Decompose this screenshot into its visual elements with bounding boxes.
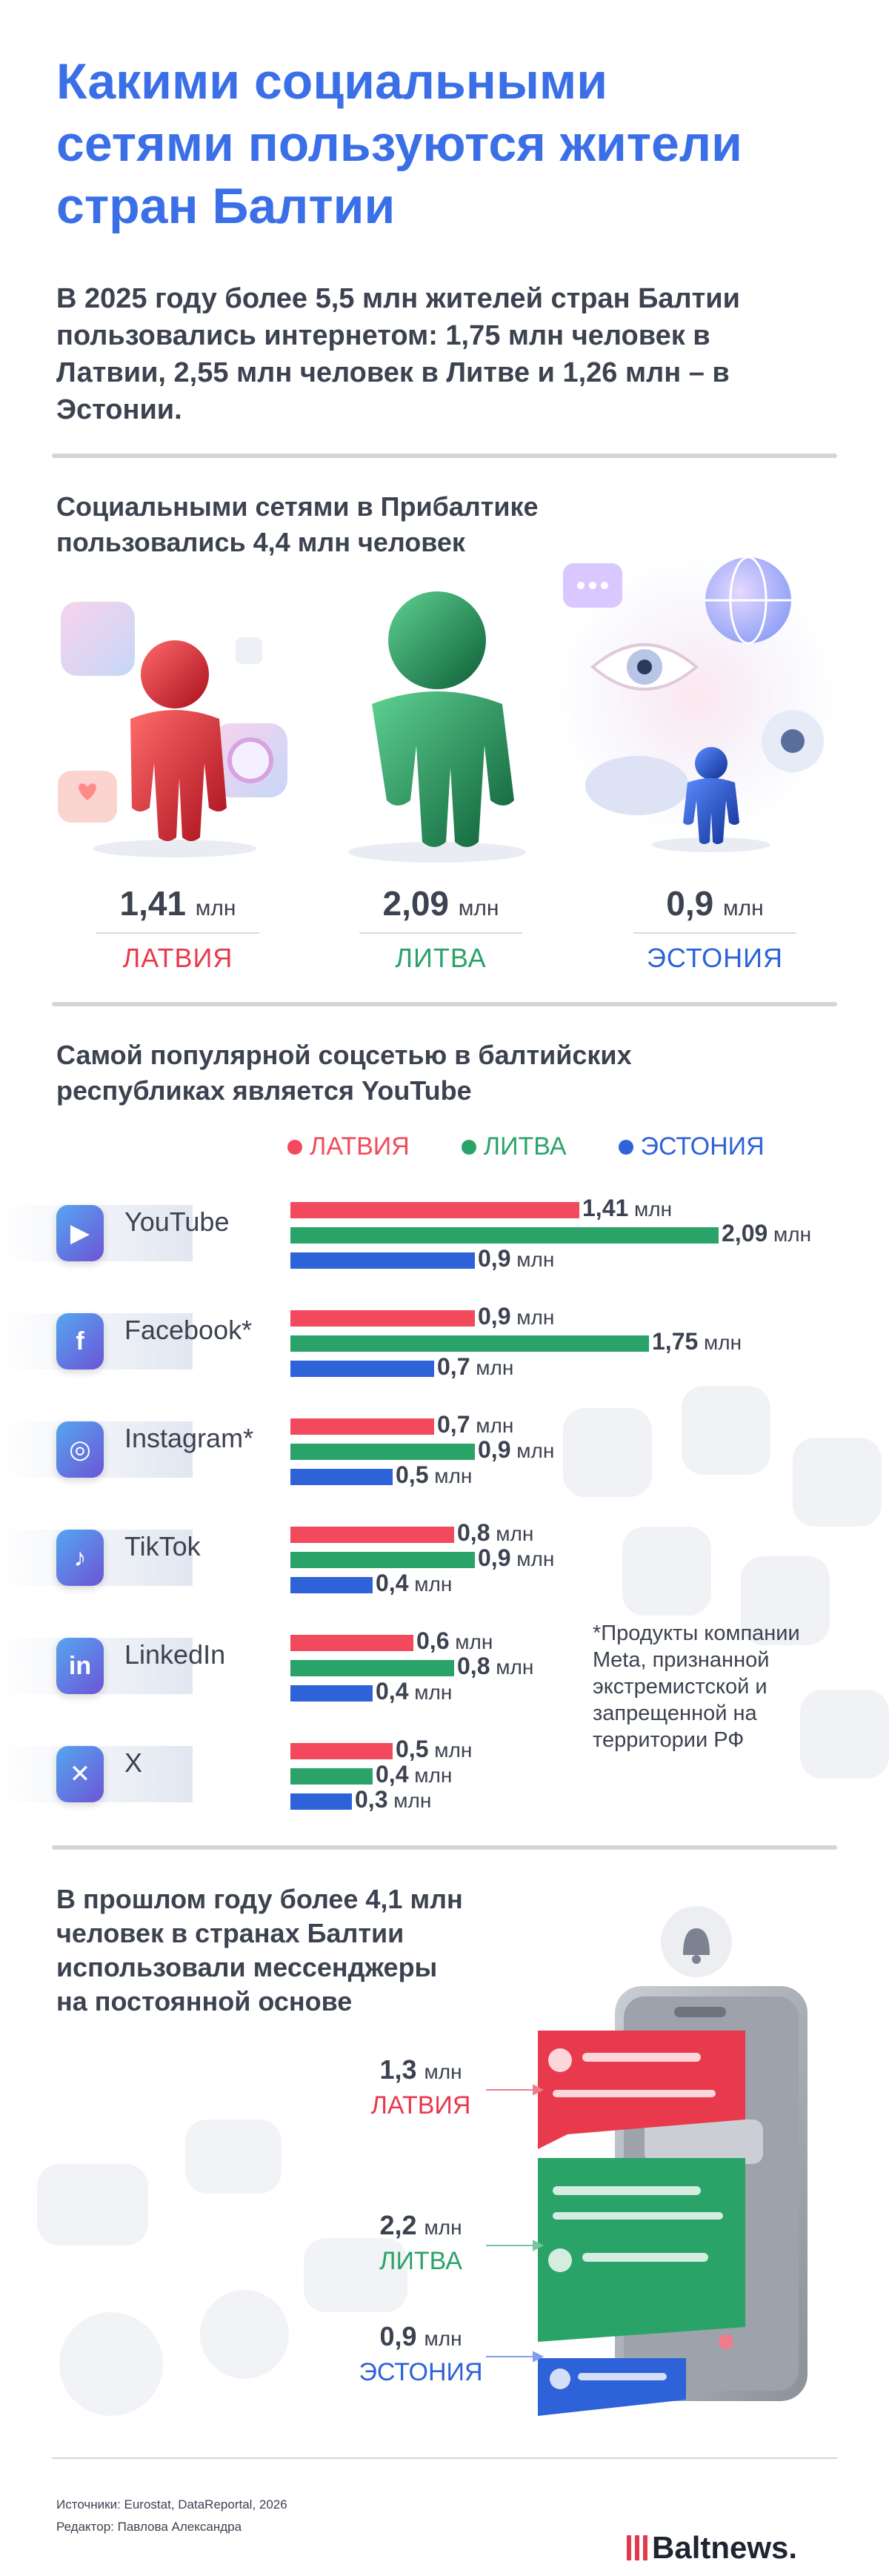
platform-name: LinkedIn <box>124 1639 226 1670</box>
legend-item-lithuania: ЛИТВА <box>461 1132 567 1161</box>
bar-value-label: 0,8 млн <box>457 1653 534 1679</box>
platform-name: YouTube <box>124 1206 230 1237</box>
section-messengers-heading: В прошлом году более 4,1 млн человек в с… <box>56 1884 463 2016</box>
divider <box>52 454 837 458</box>
platform-name: Facebook* <box>124 1315 253 1345</box>
platform-name: TikTok <box>124 1531 201 1561</box>
bar-латвия <box>290 1202 579 1218</box>
bar-латвия <box>290 1418 434 1435</box>
meta-footnote: *Продукты компании Meta, признанной экст… <box>593 1621 800 1752</box>
messenger-arrows <box>486 2084 545 2363</box>
estonia-label: ЭСТОНИЯ <box>647 943 783 973</box>
section-platforms-heading: Самой популярной соцсетью в балтийских р… <box>56 1040 632 1106</box>
instagram-icon: ◎ <box>56 1421 104 1478</box>
intro-text: В 2025 году более 5,5 млн жителей стран … <box>56 283 741 425</box>
facebook-icon: f <box>56 1313 104 1370</box>
lithuania-users-value: 2,09 млн <box>382 884 499 923</box>
latvia-users-value: 1,41 млн <box>119 884 236 923</box>
bar-литва <box>290 1444 475 1460</box>
bar-value-label: 1,75 млн <box>652 1328 742 1355</box>
estonia-illustration <box>556 556 837 852</box>
estonia-messenger-label: ЭСТОНИЯ <box>359 2358 483 2386</box>
bar-эстония <box>290 1577 373 1593</box>
chart-legend: ЛАТВИЯ ЛИТВА ЭСТОНИЯ <box>287 1132 765 1161</box>
baltnews-logo: Baltnews. <box>627 2530 797 2566</box>
bar-латвия <box>290 1635 413 1651</box>
lithuania-messenger-label: ЛИТВА <box>379 2247 462 2275</box>
bar-value-label: 0,5 млн <box>396 1736 473 1762</box>
bar-value-label: 1,41 млн <box>582 1195 673 1221</box>
section-users-heading: Социальными сетями в Прибалтике пользова… <box>56 491 539 557</box>
divider <box>52 1002 837 1006</box>
platform-name: X <box>124 1747 143 1778</box>
background-messenger-decoration <box>37 2119 407 2416</box>
legend-dot-latvia <box>287 1139 302 1155</box>
bar-литва <box>290 1660 454 1676</box>
page-title: Какими социальными сетями пользуются жит… <box>56 53 742 234</box>
bar-литва <box>290 1768 373 1785</box>
legend-dot-estonia <box>618 1139 633 1155</box>
bar-value-label: 0,9 млн <box>478 1436 555 1463</box>
footer-divider <box>52 2457 837 2459</box>
latvia-messenger-value: 1,3 млн <box>379 2054 462 2085</box>
bar-value-label: 0,8 млн <box>457 1519 534 1546</box>
logo-bars-icon <box>627 2535 647 2560</box>
message-bubbles <box>538 2031 745 2416</box>
bar-value-label: 0,5 млн <box>396 1461 473 1488</box>
platform-name: Instagram* <box>124 1423 254 1453</box>
latvia-messenger-label: ЛАТВИЯ <box>370 2091 471 2119</box>
bar-value-label: 0,4 млн <box>376 1761 453 1787</box>
bar-латвия <box>290 1527 454 1543</box>
legend-item-estonia: ЭСТОНИЯ <box>618 1132 765 1161</box>
bar-эстония <box>290 1793 352 1810</box>
bar-эстония <box>290 1469 393 1485</box>
bar-value-label: 0,7 млн <box>437 1353 514 1380</box>
tiktok-icon: ♪ <box>56 1530 104 1586</box>
bar-литва <box>290 1335 649 1352</box>
bar-латвия <box>290 1743 393 1759</box>
legend-dot-lithuania <box>461 1139 476 1155</box>
linkedin-icon: in <box>56 1638 104 1694</box>
bar-value-label: 0,6 млн <box>416 1627 493 1654</box>
bar-value-label: 0,3 млн <box>355 1786 432 1813</box>
lithuania-messenger-value: 2,2 млн <box>379 2210 462 2240</box>
divider <box>52 1845 837 1850</box>
latvia-illustration <box>58 602 287 857</box>
sources-text: Источники: Eurostat, DataReportal, 2026 <box>56 2497 287 2512</box>
bar-value-label: 0,9 млн <box>478 1303 555 1330</box>
bar-value-label: 0,9 млн <box>478 1544 555 1571</box>
latvia-label: ЛАТВИЯ <box>122 943 233 973</box>
legend-item-latvia: ЛАТВИЯ <box>287 1132 410 1161</box>
bar-value-label: 0,7 млн <box>437 1411 514 1438</box>
bar-value-label: 0,9 млн <box>478 1245 555 1272</box>
bar-литва <box>290 1227 719 1244</box>
estonia-messenger-value: 0,9 млн <box>379 2321 462 2351</box>
bar-литва <box>290 1552 475 1568</box>
bar-эстония <box>290 1361 434 1377</box>
youtube-icon: ▶ <box>56 1205 104 1261</box>
bar-value-label: 2,09 млн <box>722 1220 812 1246</box>
editor-text: Редактор: Павлова Александра <box>56 2520 242 2534</box>
x-icon: ✕ <box>56 1746 104 1802</box>
lithuania-label: ЛИТВА <box>395 943 487 973</box>
bar-латвия <box>290 1310 475 1327</box>
estonia-users-value: 0,9 млн <box>666 884 764 923</box>
bar-эстония <box>290 1252 475 1269</box>
lithuania-illustration <box>348 591 526 863</box>
bar-value-label: 0,4 млн <box>376 1570 453 1596</box>
bar-value-label: 0,4 млн <box>376 1678 453 1704</box>
bar-эстония <box>290 1685 373 1702</box>
background-app-icons <box>563 1386 889 1779</box>
